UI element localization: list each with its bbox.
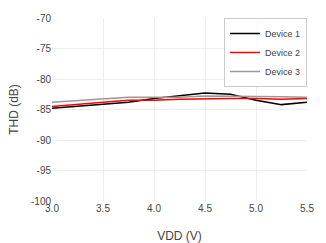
svg-text:-90: -90	[37, 135, 52, 146]
svg-text:-80: -80	[37, 74, 52, 85]
svg-text:-70: -70	[37, 13, 52, 24]
svg-text:THD (dB): THD (dB)	[7, 84, 21, 135]
svg-text:3.5: 3.5	[96, 203, 110, 214]
svg-text:4.5: 4.5	[198, 203, 212, 214]
svg-text:Device 1: Device 1	[265, 29, 300, 39]
svg-text:VDD (V): VDD (V)	[157, 229, 202, 243]
svg-text:5.0: 5.0	[249, 203, 263, 214]
svg-text:5.5: 5.5	[300, 203, 314, 214]
svg-text:-95: -95	[37, 165, 52, 176]
svg-text:4.0: 4.0	[147, 203, 161, 214]
svg-text:-85: -85	[37, 104, 52, 115]
svg-text:Device 2: Device 2	[265, 48, 300, 58]
svg-text:3.0: 3.0	[45, 203, 59, 214]
svg-text:Device 3: Device 3	[265, 67, 300, 77]
svg-text:-75: -75	[37, 43, 52, 54]
svg-text:-100: -100	[31, 196, 51, 207]
